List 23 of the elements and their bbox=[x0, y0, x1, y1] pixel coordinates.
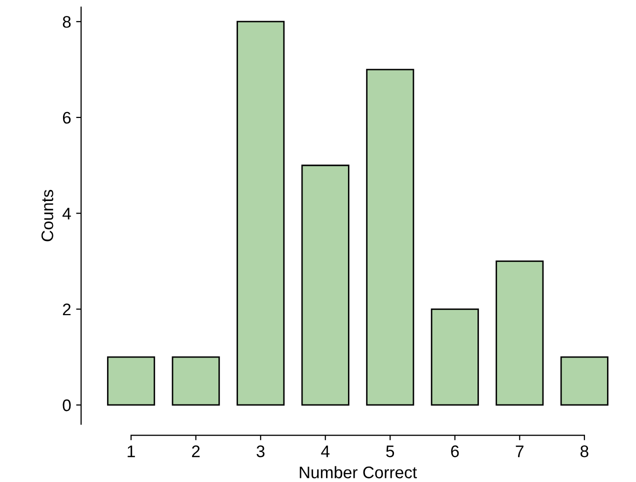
x-tick-label: 6 bbox=[451, 445, 459, 458]
bar bbox=[301, 164, 350, 406]
x-tick-label: 4 bbox=[321, 446, 330, 458]
x-tick-label: 7 bbox=[516, 446, 524, 458]
x-tick-label: 2 bbox=[192, 445, 200, 458]
x-tick-label: 1 bbox=[128, 446, 135, 458]
y-tick-label: 4 bbox=[62, 208, 71, 220]
x-tick-label: 3 bbox=[256, 445, 265, 458]
bar bbox=[366, 68, 414, 406]
y-axis-title: Counts bbox=[41, 190, 54, 242]
bar bbox=[430, 308, 479, 406]
bar bbox=[236, 20, 285, 406]
y-tick-label: 8 bbox=[62, 16, 71, 28]
x-axis-title: Number Correct bbox=[300, 466, 417, 478]
bar bbox=[107, 356, 156, 406]
y-tick-label: 0 bbox=[62, 399, 71, 412]
bar bbox=[172, 356, 220, 406]
x-tick-label: 5 bbox=[386, 446, 394, 458]
bar bbox=[496, 260, 544, 406]
x-tick-label: 8 bbox=[580, 445, 588, 458]
y-tick-label: 6 bbox=[62, 112, 71, 124]
y-tick-label: 2 bbox=[62, 304, 71, 316]
bar bbox=[560, 356, 608, 406]
